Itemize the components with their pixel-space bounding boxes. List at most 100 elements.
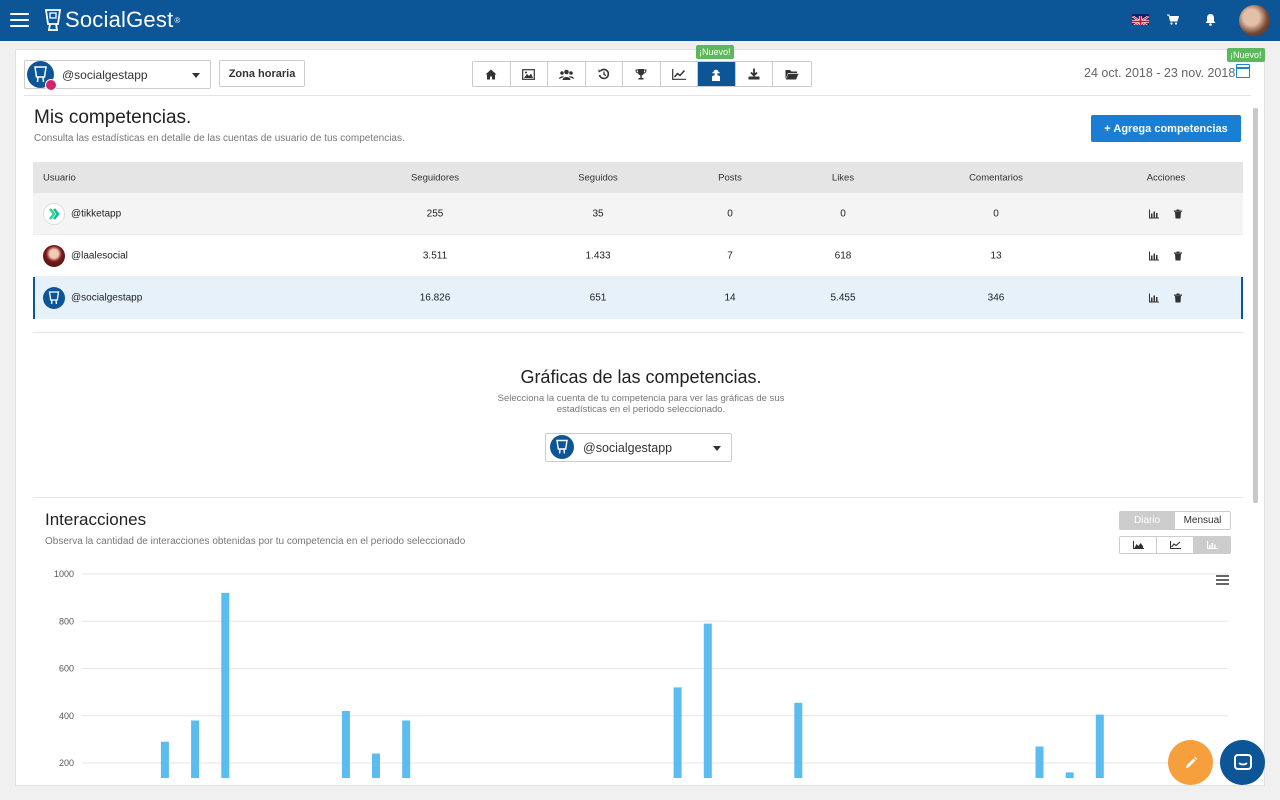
home-icon[interactable] <box>473 62 511 86</box>
section-title-interacciones: Interacciones <box>45 510 147 529</box>
row-seguidores: 16.826 <box>419 292 451 304</box>
section-title-graficas: Gráficas de las competencias. <box>520 367 762 387</box>
period-mensual[interactable]: Mensual <box>1174 512 1230 529</box>
socialgestapp-avatar <box>43 287 65 309</box>
table-header: Usuario Seguidores Seguidos Posts Likes … <box>33 162 1243 193</box>
section-subtitle-competencias: Consulta las estadísticas en detalle de … <box>34 133 405 144</box>
line-chart-icon[interactable] <box>660 62 698 86</box>
instagram-icon <box>45 79 57 91</box>
top-navbar: SocialGest ® <box>0 0 1280 41</box>
table-row-selected[interactable]: @socialgestapp 16.826 651 14 5.455 346 <box>33 277 1243 319</box>
user-avatar[interactable] <box>1239 5 1270 36</box>
row-user: @laalesocial <box>71 250 128 261</box>
uk-flag-icon[interactable] <box>1132 14 1149 25</box>
row-comentarios: 0 <box>993 208 999 219</box>
menu-icon[interactable] <box>10 13 29 27</box>
header-usuario[interactable]: Usuario <box>43 172 76 183</box>
line-chart-icon[interactable] <box>1157 537 1194 553</box>
trophy-icon[interactable] <box>623 62 661 86</box>
stats-icon[interactable] <box>1149 293 1159 303</box>
brand-logo[interactable]: SocialGest ® <box>44 7 181 33</box>
section-divider <box>33 332 1243 333</box>
table-row[interactable]: @tikketapp 255 35 0 0 0 <box>33 193 1243 235</box>
chart-menu-icon[interactable] <box>1216 575 1229 585</box>
stats-icon[interactable] <box>1149 209 1159 218</box>
row-user: @tikketapp <box>71 208 122 219</box>
section-subtitle-graficas: Selecciona la cuenta de tu competencia p… <box>497 393 785 415</box>
section-divider <box>33 497 1243 498</box>
header-comentarios[interactable]: Comentarios <box>969 172 1023 183</box>
date-range[interactable]: 24 oct. 2018 - 23 nov. 2018 <box>1084 66 1236 80</box>
header-seguidos[interactable]: Seguidos <box>578 172 618 183</box>
folder-icon[interactable] <box>773 62 811 86</box>
calendar-icon[interactable] <box>1236 64 1250 78</box>
header-divider <box>24 95 1251 96</box>
y-tick-label: 1000 <box>54 569 74 579</box>
trash-icon[interactable] <box>1174 251 1182 260</box>
main-panel: @socialgestapp Zona horaria ¡Nuevo! <box>15 45 1265 786</box>
y-tick-label: 800 <box>59 616 74 626</box>
users-icon[interactable] <box>548 62 586 86</box>
timezone-button[interactable]: Zona horaria <box>219 60 305 87</box>
bar-chart-icon[interactable] <box>1194 537 1230 553</box>
chart-bar[interactable] <box>402 720 411 779</box>
chart-gridlines <box>82 573 1228 764</box>
bell-icon[interactable] <box>1205 13 1216 26</box>
y-tick-label: 400 <box>59 711 74 721</box>
y-tick-label: 200 <box>59 758 74 768</box>
image-icon[interactable] <box>510 62 548 86</box>
trash-icon[interactable] <box>1174 293 1182 303</box>
chart-bar[interactable] <box>1095 714 1104 778</box>
new-badge-toolbar: ¡Nuevo! <box>696 45 734 59</box>
period-diario[interactable]: Diario <box>1120 512 1174 529</box>
history-icon[interactable] <box>585 62 623 86</box>
trash-icon[interactable] <box>1174 209 1182 218</box>
row-comentarios: 346 <box>987 292 1005 304</box>
scrollbar[interactable] <box>1253 108 1258 503</box>
chart-bar[interactable] <box>191 720 200 779</box>
chart-bar[interactable] <box>372 753 380 779</box>
table-row[interactable]: @laalesocial 3.511 1.433 7 618 13 <box>33 235 1243 277</box>
row-seguidos: 651 <box>589 292 607 304</box>
tikket-avatar <box>43 203 65 225</box>
chart-y-axis: 200 400 600 800 1000 <box>54 569 74 768</box>
header-seguidores[interactable]: Seguidores <box>410 172 460 183</box>
chart-bar[interactable] <box>341 711 350 778</box>
chart-bar[interactable] <box>794 702 803 778</box>
competitor-chart-select[interactable]: @socialgestapp <box>545 433 732 462</box>
chart-bar[interactable] <box>673 687 682 778</box>
cart-icon[interactable] <box>1167 14 1179 25</box>
section-subtitle-interacciones: Observa la cantidad de interacciones obt… <box>45 536 466 547</box>
brand-tm: ® <box>174 15 181 25</box>
header-acciones: Acciones <box>1146 172 1186 183</box>
section-toolbar <box>472 61 812 87</box>
laalesocial-avatar <box>43 245 65 267</box>
add-competitor-button[interactable]: + Agrega competencias <box>1091 115 1241 142</box>
chart-bar[interactable] <box>160 741 169 778</box>
row-user: @socialgestapp <box>71 292 143 304</box>
chart-bar[interactable] <box>1065 772 1074 778</box>
edit-fab-button[interactable] <box>1168 740 1213 785</box>
stats-icon[interactable] <box>1149 251 1159 260</box>
competitors-icon[interactable] <box>698 62 736 86</box>
chart-bar[interactable] <box>703 623 712 778</box>
header-likes[interactable]: Likes <box>831 172 855 183</box>
chat-fab-button[interactable] <box>1220 740 1265 785</box>
download-icon[interactable] <box>735 62 773 86</box>
chevron-down-icon <box>713 446 721 451</box>
header-posts[interactable]: Posts <box>718 172 742 183</box>
account-logo-icon <box>27 61 57 91</box>
chart-type-toggle <box>1119 536 1231 554</box>
socialgest-logo-icon <box>44 9 62 31</box>
area-chart-icon[interactable] <box>1120 537 1157 553</box>
row-posts: 0 <box>727 208 733 219</box>
chart-bar[interactable] <box>1035 746 1044 779</box>
chevron-down-icon <box>192 73 200 78</box>
new-badge-date: ¡Nuevo! <box>1227 48 1265 62</box>
socialgest-logo-icon <box>550 435 574 459</box>
row-likes: 618 <box>834 250 852 261</box>
chart-bar[interactable] <box>221 592 230 778</box>
account-select[interactable]: @socialgestapp <box>24 60 211 91</box>
row-posts: 7 <box>727 250 733 261</box>
row-likes: 5.455 <box>830 292 856 304</box>
